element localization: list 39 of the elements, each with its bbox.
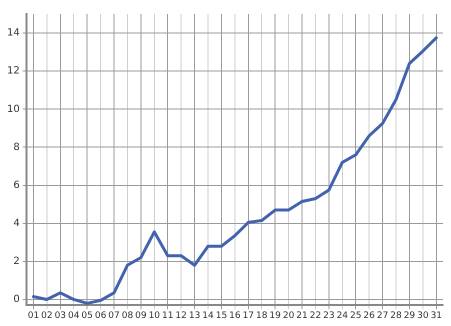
x-tick-label: 30: [417, 310, 429, 321]
x-tick-label: 17: [242, 310, 254, 321]
x-tick-label: 02: [41, 310, 53, 321]
x-tick-label: 25: [350, 310, 362, 321]
x-tick-label: 01: [28, 310, 40, 321]
x-tick-label: 20: [282, 310, 295, 321]
x-tick-label: 14: [202, 310, 214, 321]
x-tick-label: 23: [323, 310, 335, 321]
y-tick-label: 12: [6, 66, 20, 77]
y-tick-label: 8: [13, 142, 20, 153]
x-tick-label: 26: [363, 310, 376, 321]
x-tick-label: 18: [256, 310, 268, 321]
x-tick-label: 04: [68, 310, 80, 321]
x-tick-label: 12: [175, 310, 187, 321]
x-tick-label: 27: [376, 310, 388, 321]
x-tick-label: 09: [135, 310, 147, 321]
x-tick-label: 19: [269, 310, 282, 321]
x-tick-label: 15: [216, 310, 228, 321]
y-tick-label: 6: [13, 180, 20, 191]
x-tick-label: 07: [108, 310, 120, 321]
x-tick-label: 29: [404, 310, 416, 321]
x-tick-label: 10: [148, 310, 160, 321]
y-tick-label: 14: [6, 28, 20, 39]
y-tick-label: 0: [13, 294, 20, 306]
y-tick-label: 4: [13, 218, 20, 229]
x-tick-label: 28: [390, 310, 402, 321]
x-tick-label: 08: [122, 310, 134, 321]
x-tick-label: 05: [81, 310, 93, 321]
x-tick-label: 22: [310, 310, 322, 321]
x-tick-label: 24: [336, 310, 348, 321]
x-tick-label: 13: [188, 310, 200, 321]
y-tick-label: 2: [13, 256, 20, 268]
x-tick-label: 06: [94, 310, 107, 321]
x-tick-label: 11: [162, 310, 174, 321]
x-tick-label: 03: [54, 310, 66, 321]
y-tick-label: 10: [6, 104, 20, 115]
x-tick-label: 21: [296, 310, 308, 321]
x-tick-label: 16: [229, 310, 241, 321]
x-tick-label: 31: [430, 310, 442, 321]
